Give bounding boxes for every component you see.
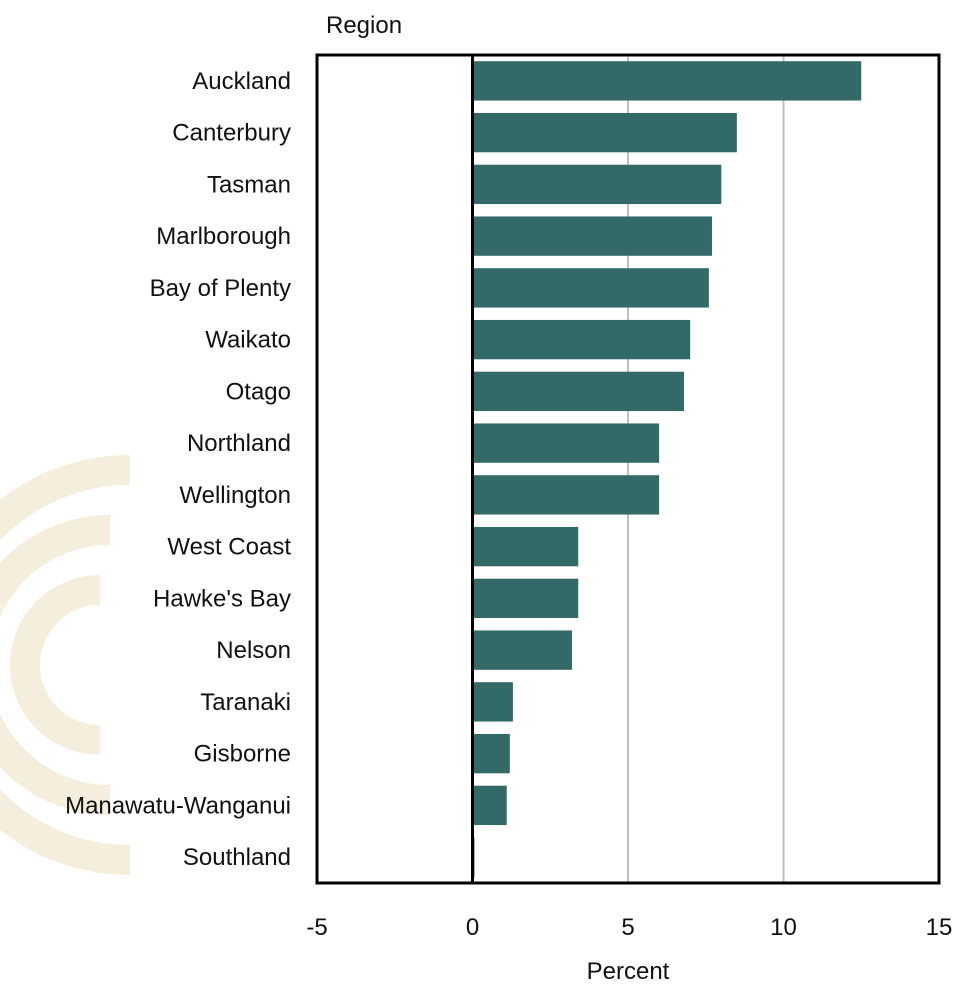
x-tick-label: -5 [306,914,327,941]
category-label: Otago [226,378,291,405]
x-tick-label: 0 [466,914,479,941]
watermark-arc-inner [10,575,101,755]
category-label: Hawke's Bay [153,585,291,612]
category-label: Tasman [207,171,291,198]
x-tick-labels: -5 0 5 10 15 [306,914,952,941]
category-label: West Coast [167,534,291,561]
bar [472,268,709,308]
category-label: Auckland [192,68,291,95]
bar [472,371,684,412]
category-label: Manawatu-Wanganui [65,792,291,819]
category-label: Southland [183,844,291,871]
category-label: Gisborne [194,741,291,768]
bar [472,682,513,722]
bar [472,61,862,101]
category-label: Canterbury [172,120,291,147]
y-axis-title: Region [326,12,402,39]
bar [472,630,573,670]
bar [472,164,722,205]
watermark-arc-middle [0,515,111,815]
bars [472,61,862,877]
bar [472,733,510,774]
x-tick-label: 15 [926,914,953,941]
category-labels: Auckland Canterbury Tasman Marlborough Bay o… [65,68,291,871]
bar [472,475,660,515]
category-label: Wellington [179,482,291,509]
category-label: Nelson [216,637,291,664]
bar [472,785,507,826]
watermark-logo [0,455,131,875]
bar [472,319,691,360]
category-label: Bay of Plenty [150,275,291,302]
bar [472,216,712,256]
watermark-arc-outer [0,455,131,875]
category-label: Marlborough [156,223,291,250]
x-tick-label: 5 [621,914,634,941]
category-label: Taranaki [200,689,291,716]
bar [472,526,579,567]
bar [472,112,737,153]
category-label: Northland [187,430,291,457]
bar [472,578,579,619]
category-label: Waikato [205,327,291,354]
x-tick-label: 10 [770,914,797,941]
x-axis-title: Percent [587,958,670,985]
plot-frame [315,53,941,885]
bar [472,423,660,463]
